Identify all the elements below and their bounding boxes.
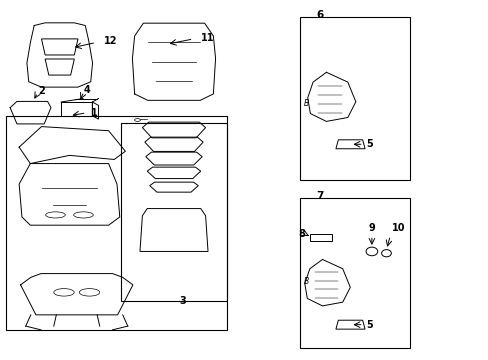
Text: 12: 12 <box>103 36 117 46</box>
Text: 4: 4 <box>84 85 91 95</box>
Text: 3: 3 <box>179 296 186 306</box>
Text: 9: 9 <box>368 223 374 233</box>
Text: 1: 1 <box>91 108 98 118</box>
Text: 8: 8 <box>298 229 305 239</box>
Text: B: B <box>303 99 308 108</box>
Text: 6: 6 <box>316 10 323 20</box>
Bar <box>6 116 227 330</box>
Bar <box>309 234 331 241</box>
Text: 7: 7 <box>316 191 323 201</box>
Text: 11: 11 <box>201 33 214 43</box>
Text: B: B <box>303 277 308 286</box>
Bar <box>300 18 409 180</box>
Text: 2: 2 <box>38 86 44 96</box>
Bar <box>300 198 409 348</box>
Text: 10: 10 <box>391 223 405 233</box>
Text: 5: 5 <box>366 320 372 330</box>
Bar <box>120 123 227 301</box>
Text: 5: 5 <box>366 139 372 149</box>
